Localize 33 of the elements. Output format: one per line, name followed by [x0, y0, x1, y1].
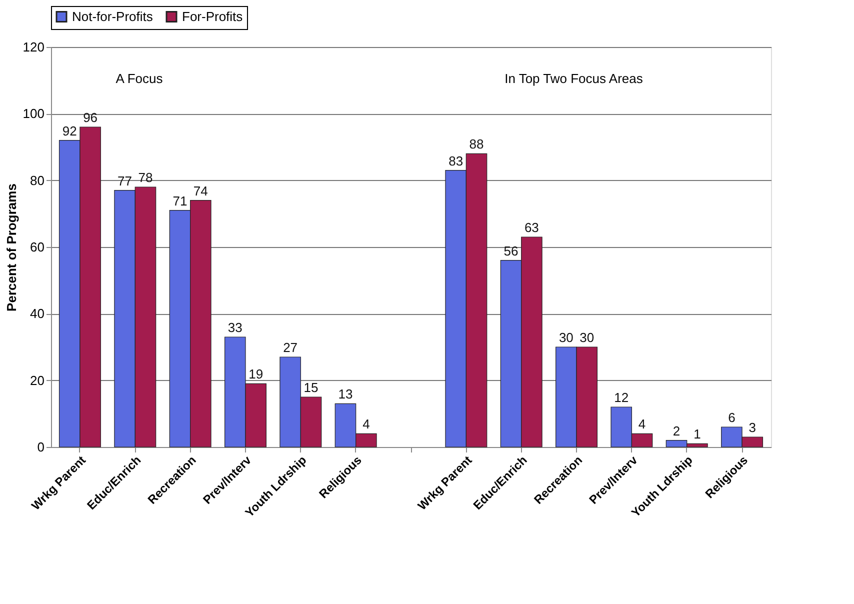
y-tick-label: 20: [30, 372, 44, 388]
data-label: 1: [694, 426, 701, 442]
y-tick-label: 60: [30, 240, 44, 254]
y-tick-label: 100: [22, 106, 44, 122]
data-label: 30: [580, 330, 594, 345]
data-label: 3: [748, 420, 756, 435]
data-label: 56: [504, 243, 518, 258]
y-axis-title: Percent of Programs: [4, 184, 19, 312]
data-label: 19: [248, 366, 264, 382]
data-label: 92: [62, 123, 77, 138]
data-label: 88: [469, 136, 484, 152]
y-tick-label: 80: [30, 172, 44, 188]
data-label: 13: [338, 386, 353, 402]
data-label: 4: [362, 416, 370, 432]
data-label: 30: [558, 330, 574, 345]
data-label: 4: [638, 416, 646, 432]
data-label: 83: [448, 153, 464, 168]
legend-label: For-Profits: [182, 8, 244, 24]
data-label: 71: [172, 193, 188, 208]
data-label: 27: [283, 340, 298, 355]
data-label: 6: [728, 410, 736, 425]
y-tick-label: 120: [22, 40, 44, 54]
y-tick-label: 0: [37, 440, 44, 454]
data-label: 33: [228, 320, 242, 335]
data-label: 15: [304, 380, 318, 395]
data-label: 74: [193, 183, 208, 198]
data-label: 12: [614, 390, 629, 405]
data-label: 2: [672, 423, 680, 438]
y-tick-label: 40: [30, 306, 44, 322]
data-label: 63: [524, 220, 539, 235]
annotation: A Focus: [116, 71, 164, 86]
legend-label: Not-for-Profits: [72, 8, 154, 24]
annotation: In Top Two Focus Areas: [504, 71, 644, 86]
